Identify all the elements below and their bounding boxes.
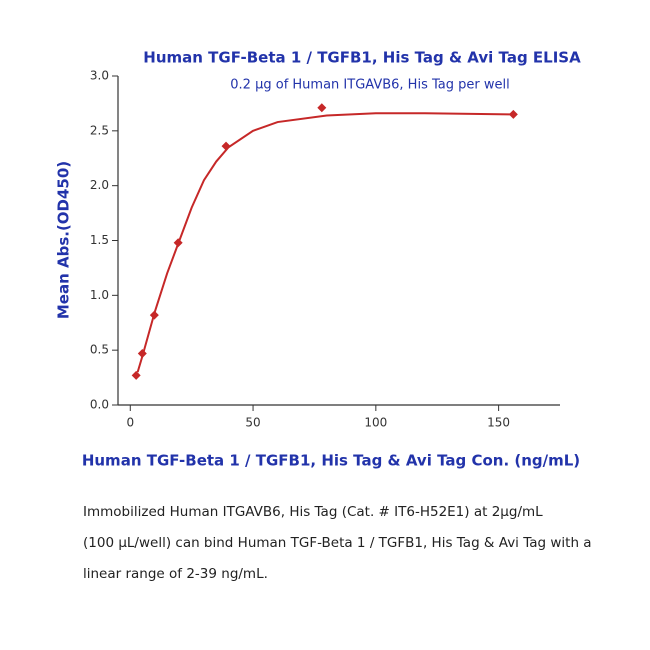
- data-point: [137, 348, 147, 358]
- x-tick-label: 150: [487, 416, 510, 430]
- chart-subtitle: 0.2 μg of Human ITGAVB6, His Tag per wel…: [230, 78, 509, 93]
- x-axis-label: Human TGF-Beta 1 / TGFB1, His Tag & Avi …: [82, 452, 580, 470]
- y-tick-label: 2.0: [90, 178, 109, 192]
- fit-curve: [136, 112, 514, 373]
- y-tick-label: 0.5: [90, 343, 109, 357]
- y-tick-label: 3.0: [90, 69, 109, 83]
- x-tick-label: 100: [364, 416, 387, 430]
- data-point: [149, 310, 159, 320]
- data-point: [317, 103, 327, 113]
- caption-line: linear range of 2-39 ng/mL.: [83, 566, 268, 582]
- y-tick-label: 1.5: [90, 233, 109, 247]
- y-tick-label: 1.0: [90, 288, 109, 302]
- data-point: [221, 141, 231, 151]
- chart-title: Human TGF-Beta 1 / TGFB1, His Tag & Avi …: [143, 49, 581, 67]
- data-point: [173, 238, 183, 248]
- y-tick-label: 0.0: [90, 398, 109, 412]
- data-point: [131, 370, 141, 380]
- y-tick-label: 2.5: [90, 123, 109, 137]
- data-point: [508, 109, 518, 119]
- y-axis-label: Mean Abs.(OD450): [55, 161, 73, 319]
- x-tick-label: 50: [245, 416, 260, 430]
- caption-line: Immobilized Human ITGAVB6, His Tag (Cat.…: [83, 504, 543, 520]
- caption-line: (100 μL/well) can bind Human TGF-Beta 1 …: [83, 535, 592, 551]
- x-tick-label: 0: [126, 416, 134, 430]
